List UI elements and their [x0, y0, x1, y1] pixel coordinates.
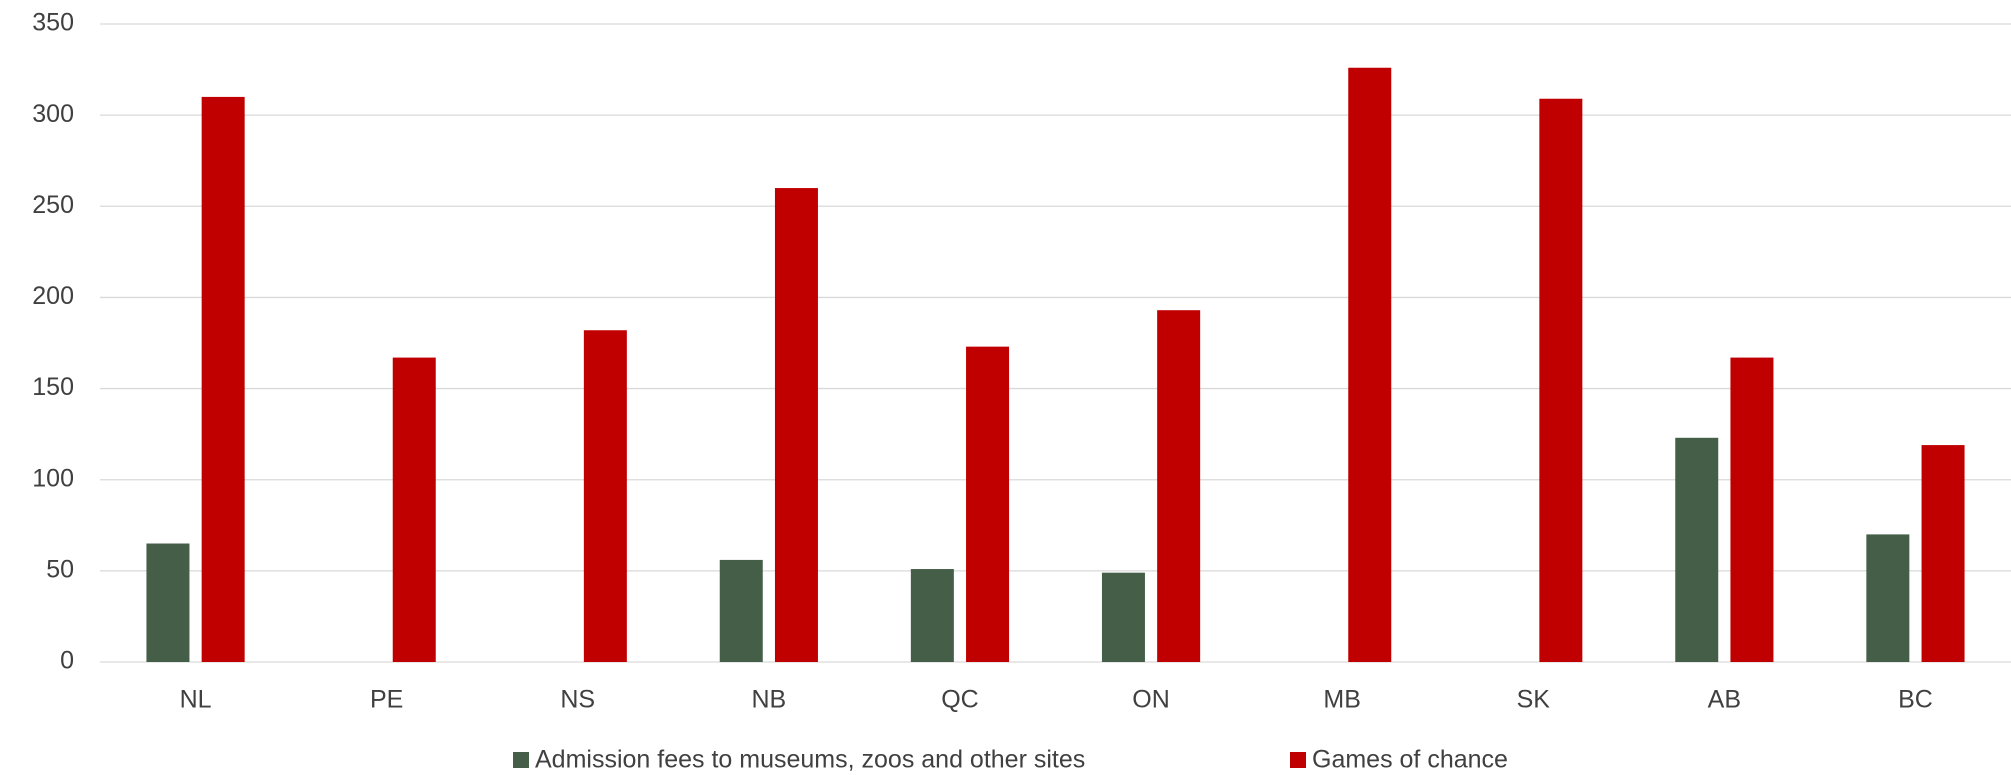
bar [146, 543, 190, 662]
y-tick-label: 150 [32, 373, 74, 401]
bar [1730, 357, 1774, 662]
x-tick-label: NB [751, 686, 786, 714]
bar [1675, 437, 1719, 662]
bar [910, 569, 954, 662]
x-tick-label: BC [1898, 686, 1933, 714]
bar [719, 559, 763, 662]
x-tick-label: PE [370, 686, 403, 714]
y-tick-label: 50 [46, 555, 74, 583]
y-tick-label: 0 [60, 647, 74, 675]
bar [1921, 445, 1965, 662]
x-tick-label: NS [560, 686, 595, 714]
bar [774, 188, 818, 663]
bar [392, 357, 436, 662]
bar [1539, 98, 1583, 663]
legend-swatch [1290, 752, 1306, 768]
bar [583, 330, 627, 662]
bar [1157, 310, 1201, 662]
bar [1101, 572, 1145, 662]
bar [966, 346, 1010, 662]
x-tick-label: AB [1708, 686, 1741, 714]
y-tick-label: 300 [32, 100, 74, 128]
x-tick-label: NL [180, 686, 212, 714]
legend-label: Admission fees to museums, zoos and othe… [535, 746, 1085, 774]
y-tick-label: 350 [32, 9, 74, 37]
x-tick-label: MB [1323, 686, 1361, 714]
legend-swatch [513, 752, 529, 768]
legend-label: Games of chance [1312, 746, 1508, 774]
bar [1866, 534, 1910, 662]
y-tick-label: 100 [32, 464, 74, 492]
x-tick-label: ON [1132, 686, 1170, 714]
y-tick-label: 250 [32, 191, 74, 219]
bar [201, 96, 245, 662]
bar [1348, 67, 1392, 662]
y-tick-label: 200 [32, 282, 74, 310]
x-tick-label: SK [1517, 686, 1551, 714]
x-tick-label: QC [941, 686, 979, 714]
